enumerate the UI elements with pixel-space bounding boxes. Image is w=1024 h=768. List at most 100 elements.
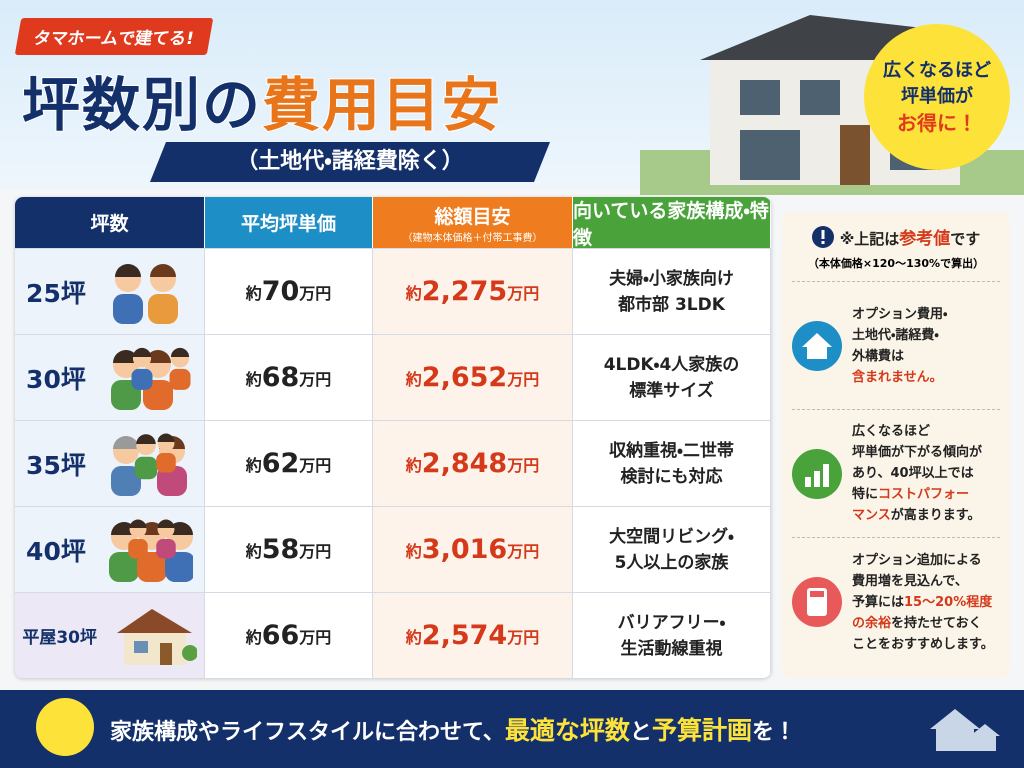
footer-text: 家族構成やライフスタイルに合わせて、最適な坪数と予算計画を！ xyxy=(110,711,796,747)
title-part: 坪数別の xyxy=(21,70,263,140)
footer: 家族構成やライフスタイルに合わせて、最適な坪数と予算計画を！ xyxy=(0,690,1024,768)
price-unit: 万円 xyxy=(299,627,332,647)
feature-cell: 収納重視・二世帯 検討にも対応 xyxy=(573,421,771,506)
price-unit: 万円 xyxy=(299,283,332,303)
emphasis: マンス xyxy=(852,508,891,523)
total-number: 2,574 xyxy=(421,620,508,651)
emphasis: 予算計画 xyxy=(651,716,752,745)
feature-line: 収納重視・二世帯 xyxy=(609,440,734,461)
total-prefix: 約 xyxy=(405,369,422,389)
side-item: 広くなるほど 坪単価が下がる傾向が あり、40坪以上では 特にコストパフォー マンスが高… xyxy=(792,410,1000,538)
text: あり、40坪以上では xyxy=(852,466,974,481)
size-label: 平屋30坪 xyxy=(22,628,97,648)
text: オプション費用・ xyxy=(852,306,948,322)
text: 特に xyxy=(852,487,879,502)
table-row: 40坪約 58 万円 約 3,016 万円 大空間リビング・ 5人以上の家族 xyxy=(15,506,771,592)
text: オプション追加による xyxy=(852,552,982,568)
text: です xyxy=(950,230,981,248)
emphasis: 15〜20%程度 xyxy=(904,594,993,610)
item-line: 費用増を見込んで、 xyxy=(852,571,994,592)
size-label: 35坪 xyxy=(26,450,86,480)
header-sub: （建物本体価格＋付帯工事費） xyxy=(402,232,543,244)
title: 坪数別の費用目安 xyxy=(21,58,503,142)
house-icon xyxy=(930,709,1000,751)
size-cell: 30坪 xyxy=(15,335,205,420)
size-cell: 40坪 xyxy=(15,507,205,592)
feature-line: 5人以上の家族 xyxy=(614,552,729,573)
item-line: オプション追加による xyxy=(852,550,994,571)
item-text: 広くなるほど 坪単価が下がる傾向が あり、40坪以上では 特にコストパフォー マンスが高… xyxy=(852,421,982,526)
total-number: 2,275 xyxy=(421,276,508,307)
item-line: ことをおすすめします。 xyxy=(852,634,994,655)
price-cell: 約 70 万円 xyxy=(205,249,373,334)
header-cell: 向いている家族構成・特徴 xyxy=(573,197,771,249)
total-cell: 約 2,574 万円 xyxy=(373,593,573,678)
family-icon xyxy=(108,519,193,582)
price-number: 62 xyxy=(261,448,300,479)
subtitle: （土地代・諸経費除く） xyxy=(150,142,550,182)
bulb-icon xyxy=(36,698,94,756)
size-cell: 平屋30坪 xyxy=(15,593,205,678)
total-prefix: 約 xyxy=(405,627,422,647)
bubble-line: 坪単価が xyxy=(901,86,973,107)
header-label: 総額目安 xyxy=(434,205,511,228)
size-label: 30坪 xyxy=(26,364,86,394)
feature-line: 生活動線重視 xyxy=(620,638,723,659)
feature-cell: 4LDK・4人家族の 標準サイズ xyxy=(573,335,771,420)
badge: タマホームで建てる! xyxy=(14,18,214,55)
feature-line: バリアフリー・ xyxy=(617,612,726,633)
price-cell: 約 62 万円 xyxy=(205,421,373,506)
highlight: 参考値 xyxy=(899,229,951,249)
side-item: オプション追加による 費用増を見込んで、 予算には15〜20%程度 の余裕を持たせてお… xyxy=(792,538,1000,666)
total-number: 2,652 xyxy=(421,362,508,393)
item-line: オプション費用・ xyxy=(852,304,947,325)
info-icon xyxy=(811,225,834,248)
feature-line: 都市部 3LDK xyxy=(618,294,725,315)
table-row: 平屋30坪約 66 万円約 2,574 万円 バリアフリー・ 生活動線重視 xyxy=(15,592,771,678)
bubble: 広くなるほど 坪単価が お得に！ xyxy=(864,24,1010,170)
total-prefix: 約 xyxy=(405,455,422,475)
total-number: 3,016 xyxy=(421,534,508,565)
price-cell: 約 58 万円 xyxy=(205,507,373,592)
note-sub: （本体価格×120〜130%で算出） xyxy=(792,255,1000,282)
total-cell: 約 2,652 万円 xyxy=(373,335,573,420)
text: 費用増を見込んで、 xyxy=(852,573,968,589)
table-row: 25坪約 70 万円約 2,275 万円 夫婦・小家族向け 都市部 3LDK xyxy=(15,248,771,334)
item-line: マンスが高まります。 xyxy=(852,505,982,526)
family-icon xyxy=(112,263,178,324)
price-prefix: 約 xyxy=(245,283,262,303)
feature-line: 大空間リビング・ xyxy=(609,526,734,547)
item-line: 特にコストパフォー xyxy=(852,484,982,505)
total-unit: 万円 xyxy=(507,455,540,475)
total-prefix: 約 xyxy=(405,541,422,561)
text: と xyxy=(629,720,652,745)
feature-line: 検討にも対応 xyxy=(620,466,723,487)
emphasis: 含まれません。 xyxy=(852,369,943,385)
header-label: 平均坪単価 xyxy=(240,213,336,235)
header-label: 坪数 xyxy=(90,213,129,235)
total-unit: 万円 xyxy=(507,283,540,303)
text: 予算には xyxy=(852,594,905,610)
price-unit: 万円 xyxy=(299,369,332,389)
header-cell: 平均坪単価 xyxy=(205,197,373,248)
price-number: 58 xyxy=(261,534,300,565)
text: が高まります。 xyxy=(890,508,981,523)
item-text: オプション費用・ 土地代・諸経費・ 外構費は 含まれません。 xyxy=(852,304,947,388)
price-unit: 万円 xyxy=(299,541,332,561)
title-part: 費用目安 xyxy=(261,70,503,140)
price-prefix: 約 xyxy=(245,627,262,647)
item-icon xyxy=(792,320,842,371)
total-number: 2,848 xyxy=(421,448,508,479)
text: 家族構成やライフスタイルに合わせて、 xyxy=(110,720,505,745)
feature-cell: バリアフリー・ 生活動線重視 xyxy=(573,593,771,678)
side-item: オプション費用・ 土地代・諸経費・ 外構費は 含まれません。 xyxy=(792,282,1000,410)
total-prefix: 約 xyxy=(405,283,422,303)
size-label: 25坪 xyxy=(26,278,86,308)
item-line: 坪単価が下がる傾向が xyxy=(852,442,982,463)
item-line: 外構費は xyxy=(852,346,947,367)
price-number: 66 xyxy=(261,620,300,651)
size-cell: 25坪 xyxy=(15,249,205,334)
item-line: 含まれません。 xyxy=(852,367,947,388)
price-number: 70 xyxy=(261,276,300,307)
